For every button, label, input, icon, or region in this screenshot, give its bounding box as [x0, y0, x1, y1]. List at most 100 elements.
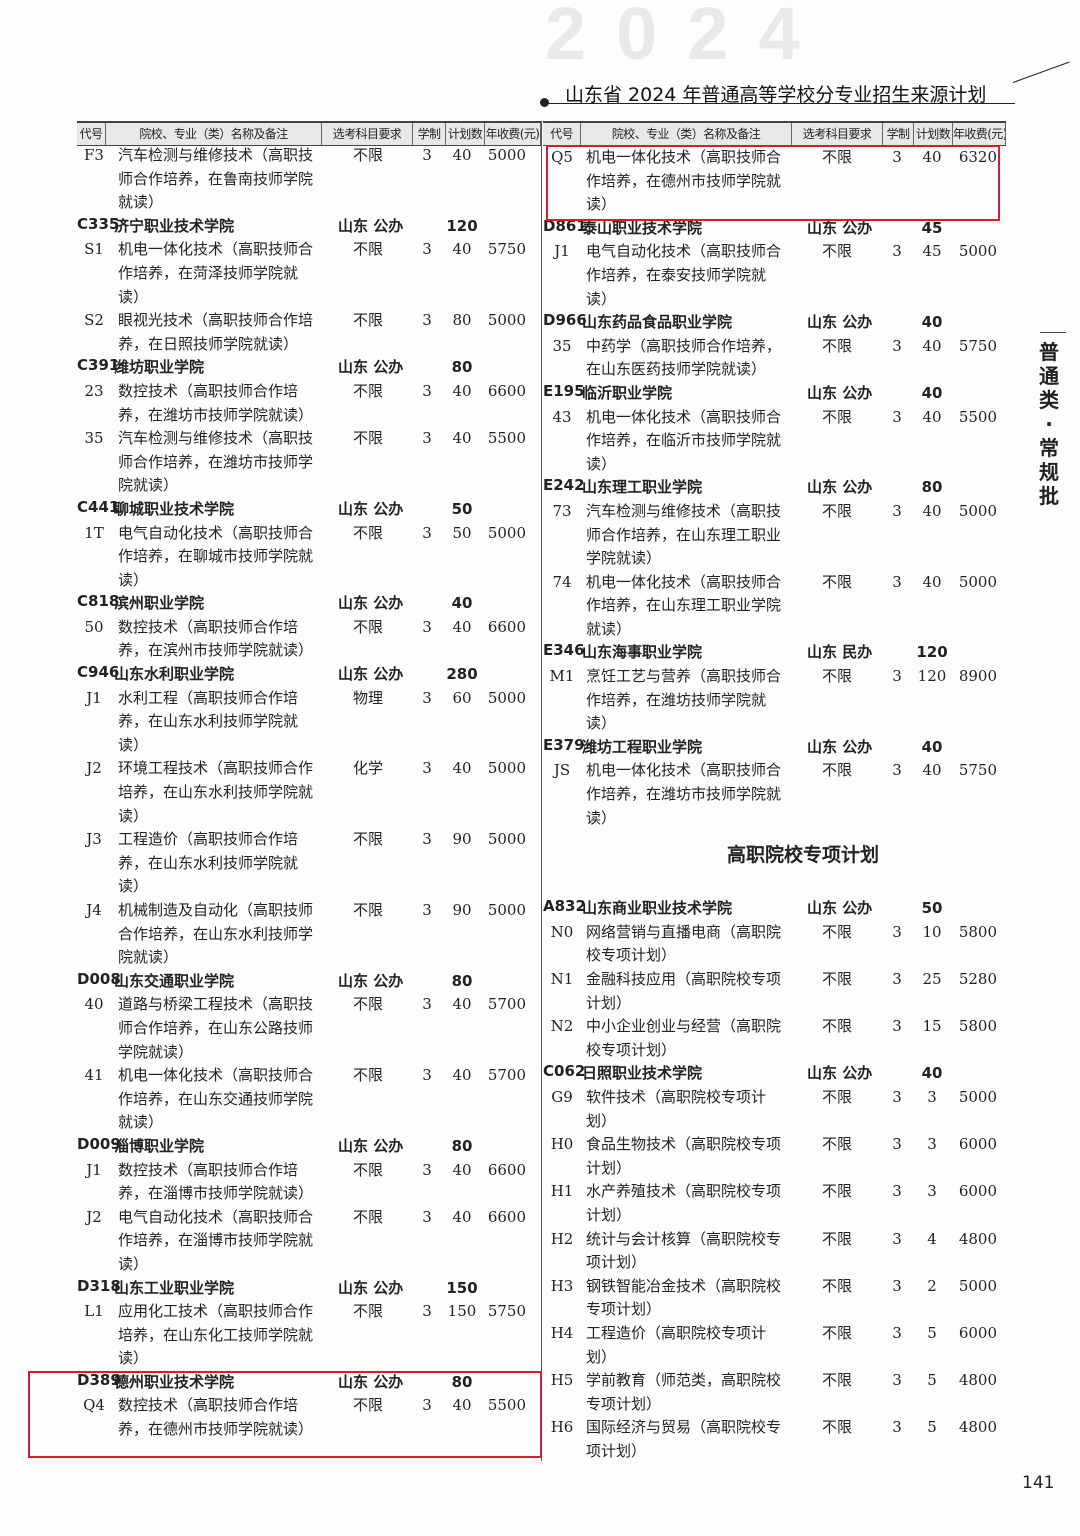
major-name-line: 数控技术（高职技师合作培 [118, 381, 299, 400]
annual-fee: 5000 [487, 901, 526, 919]
subject-requirement: 不限 [821, 148, 852, 166]
major-row: H6 国际经济与贸易（高职院校专 项计划） 不限 3 5 4800 [543, 1416, 1003, 1463]
annual-fee: 5750 [487, 240, 526, 259]
major-name-line: 汽车检测与维修技术（高职技 [118, 429, 314, 448]
school-row: E379 潍坊工程职业学院 山东 公办 40 [543, 736, 1003, 760]
major-name-line: 作培养，在临沂市技师学院就 [586, 431, 782, 450]
page-title: 山东省 2024 年普通高等学校分专业招生来源计划 [565, 84, 987, 106]
major-name-line: 师合作培养，在山东理工职业 [586, 525, 782, 544]
plan-count: 5 [927, 1323, 937, 1342]
annual-fee: 5750 [487, 1302, 526, 1321]
plan-count: 40 [922, 501, 942, 520]
side-rule [1040, 332, 1066, 333]
school-plan: 40 [921, 313, 943, 332]
major-name: 电气自动化技术（高职技师合 作培养，在淄博市技师学院就 读） [118, 1206, 537, 1277]
annual-fee: 5700 [487, 1066, 526, 1085]
major-name-line: 作培养，在菏泽技师学院就 [118, 263, 299, 282]
major-name-line: 统计与会计核算（高职院校专 [586, 1229, 782, 1248]
major-name-line: 在山东医药技师学院就读） [586, 360, 767, 379]
major-name-line: 养，在山东水利技师学院就 [118, 712, 299, 731]
major-row: Q5 机电一体化技术（高职技师合 作培养，在德州市技师学院就 读） 不限 3 40 6320 [543, 146, 1003, 217]
major-code: J2 [86, 759, 102, 778]
plan-count: 40 [922, 148, 942, 166]
years: 3 [422, 1396, 432, 1415]
major-name: 工程造价（高职院校专项计 划） [586, 1322, 1003, 1369]
school-code: E242 [543, 476, 585, 495]
major-name-line: 烹饪工艺与营养（高职技师合 [586, 667, 782, 686]
major-name-line: 计划） [586, 1158, 632, 1177]
major-name-line: 工程造价（高职院校专项计 [586, 1323, 767, 1342]
years: 3 [892, 336, 902, 355]
annual-fee: 4800 [958, 1418, 997, 1437]
subject-requirement: 不限 [821, 1135, 852, 1154]
header-cell: 代号 [543, 123, 581, 145]
school-name: 山东商业职业技术学院 [582, 899, 733, 918]
major-name-line: 计划） [586, 993, 632, 1012]
section-title: 高职院校专项计划 [726, 844, 879, 867]
major-name-line: 计划） [586, 1205, 632, 1224]
major-name-line: 学院就读） [118, 1042, 194, 1061]
header-cell: 年收费(元) [485, 123, 541, 145]
major-name-line: 作培养，在聊城市技师学院就 [118, 547, 314, 566]
major-code: J2 [86, 1207, 102, 1226]
major-row: H5 学前教育（师范类，高职院校 专项计划） 不限 3 5 4800 [543, 1369, 1003, 1416]
major-name: 软件技术（高职院校专项计 划） [586, 1086, 1003, 1133]
subject-requirement: 不限 [352, 523, 383, 542]
major-code: H0 [550, 1135, 574, 1154]
years: 3 [422, 995, 432, 1014]
major-row: J1 数控技术（高职技师合作培 养，在淄博市技师学院就读） 不限 3 40 6600 [77, 1159, 537, 1206]
school-code: D389 [77, 1370, 121, 1389]
school-code: E346 [543, 641, 585, 660]
major-code: 1T [84, 523, 104, 542]
column-divider [541, 121, 542, 1461]
major-row: 43 机电一体化技术（高职技师合 作培养，在临沂市技师学院就 读） 不限 3 40 5500 [543, 406, 1003, 477]
major-name-line: 作培养，在潍坊技师学院就 [586, 690, 767, 709]
school-name: 泰山职业技术学院 [582, 218, 703, 237]
years: 3 [422, 830, 432, 849]
annual-fee: 5750 [958, 336, 997, 355]
major-name-line: 数控技术（高职技师合作培 [118, 1160, 299, 1179]
school-name: 临沂职业学院 [582, 383, 673, 402]
school-row: D009 淄博职业学院 山东 公办 80 [77, 1135, 537, 1159]
major-name-line: 划） [586, 1347, 617, 1366]
school-row: D008 山东交通职业学院 山东 公办 80 [77, 970, 537, 994]
major-name-line: 校专项计划） [586, 946, 677, 965]
major-row: H0 食品生物技术（高职院校专项 计划） 不限 3 3 6000 [543, 1133, 1003, 1180]
major-row: 50 数控技术（高职技师合作培 养，在滨州市技师学院就读） 不限 3 40 6600 [77, 616, 537, 663]
school-plan: 40 [451, 594, 473, 613]
year-watermark: 2024 [545, 0, 830, 75]
years: 3 [892, 970, 902, 988]
school-code: D318 [77, 1276, 121, 1295]
major-row: J4 机械制造及自动化（高职技师 合作培养，在山东水利技师学 院就读） 不限 3 90 500… [77, 899, 537, 970]
years: 3 [892, 761, 902, 780]
school-name: 德州职业技术学院 [114, 1372, 235, 1391]
major-name-line: 师合作培养，在鲁南技师学院 [118, 169, 314, 188]
annual-fee: 6320 [958, 148, 997, 166]
plan-count: 15 [922, 1017, 942, 1036]
school-region: 山东 公办 [807, 737, 873, 756]
major-row: M1 烹饪工艺与营养（高职技师合 作培养，在潍坊技师学院就 读） 不限 3 120 8900 [543, 665, 1003, 736]
major-name: 环境工程技术（高职技师合作 培养，在山东水利技师学院就 读） [118, 757, 537, 828]
school-code: D008 [77, 969, 121, 988]
major-name-line: 培养，在山东水利技师学院就 [118, 783, 314, 802]
major-name: 数控技术（高职技师合作培 养，在潍坊市技师学院就读） [118, 380, 537, 427]
major-name-line: 数控技术（高职技师合作培 [118, 1396, 299, 1415]
school-row: D318 山东工业职业学院 山东 公办 150 [77, 1277, 537, 1301]
major-row: J2 环境工程技术（高职技师合作 培养，在山东水利技师学院就 读） 化学 3 40 5000 [77, 757, 537, 828]
major-name: 工程造价（高职技师合作培 养，在山东水利技师学院就 读） [118, 828, 537, 899]
major-name-line: 学院就读） [586, 549, 662, 568]
plan-count: 4 [927, 1229, 937, 1248]
plan-count: 5 [927, 1418, 937, 1437]
school-name: 潍坊工程职业学院 [582, 737, 703, 756]
major-name-line: 学前教育（师范类，高职院校 [586, 1371, 782, 1390]
school-plan: 120 [916, 643, 948, 662]
subject-requirement: 不限 [821, 1371, 852, 1390]
major-code: 41 [84, 1066, 104, 1085]
major-name-line: 划） [586, 1111, 617, 1130]
major-name-line: 养，在淄博市技师学院就读） [118, 1184, 314, 1203]
major-name-line: 培养，在山东化工技师学院就 [118, 1325, 314, 1344]
annual-fee: 6000 [958, 1182, 997, 1201]
major-code: N2 [550, 1017, 574, 1036]
major-name-line: 作培养，在潍坊市技师学院就 [586, 785, 782, 804]
school-code: E379 [543, 735, 585, 754]
